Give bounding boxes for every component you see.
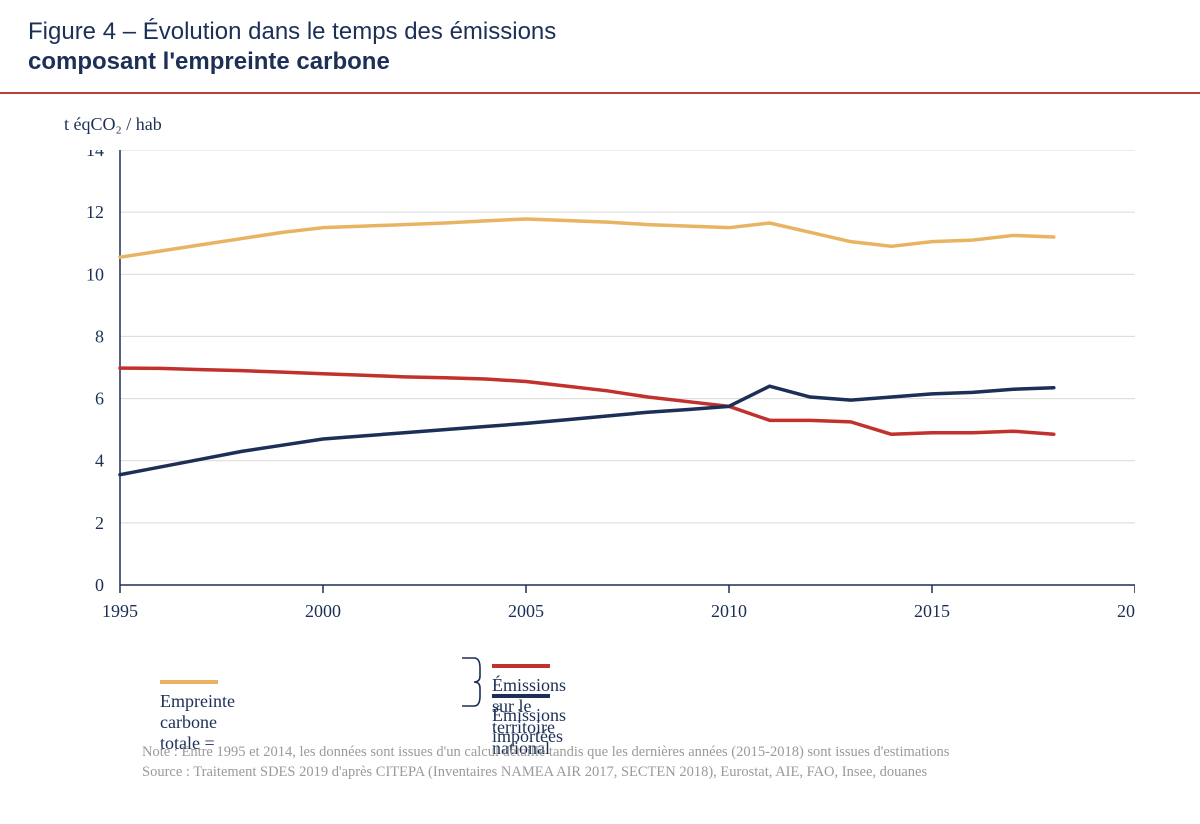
- series-imported-line: [120, 386, 1054, 475]
- source-line: Source : Traitement SDES 2019 d'après CI…: [142, 762, 1142, 782]
- y-tick-label: 14: [86, 150, 104, 160]
- chart-svg: 0 2 4 6 8 10 12 14 1995 2000 2005 2010 2015 2020: [60, 150, 1135, 635]
- legend-label-imported: Émissions importées: [492, 705, 566, 746]
- note-line: Note : Entre 1995 et 2014, les données s…: [142, 742, 1142, 762]
- x-tick-label: 2005: [508, 601, 544, 621]
- y-tick-label: 0: [95, 575, 104, 595]
- figure-notes: Note : Entre 1995 et 2014, les données s…: [142, 742, 1142, 783]
- legend-item-imported: Émissions importées: [492, 684, 566, 747]
- figure-title-line2: composant l'empreinte carbone: [28, 48, 1172, 76]
- x-tick-label: 2015: [914, 601, 950, 621]
- y-tick-label: 10: [86, 264, 104, 284]
- y-tick-label: 4: [95, 451, 104, 471]
- legend-bracket-icon: [460, 656, 484, 708]
- title-divider-rule: [0, 92, 1200, 94]
- legend-swatch-national: [492, 664, 550, 668]
- series-total-line: [120, 219, 1054, 257]
- y-tick-label: 8: [95, 326, 104, 346]
- chart-plot-area: 02468101214199520002005201020152020: [120, 150, 1135, 635]
- figure-container: Figure 4 – Évolution dans le temps des é…: [0, 0, 1200, 824]
- legend-swatch-imported: [492, 694, 550, 698]
- x-tick-label: 1995: [102, 601, 138, 621]
- y-tick-label: 6: [95, 389, 104, 409]
- figure-title: Figure 4 – Évolution dans le temps des é…: [28, 18, 1172, 76]
- x-tick-label: 2000: [305, 601, 341, 621]
- figure-title-line1: Figure 4 – Évolution dans le temps des é…: [28, 18, 1172, 46]
- y-axis-unit-label: t éqCO₂ / hab: [64, 114, 162, 135]
- x-tick-label: 2020: [1117, 601, 1135, 621]
- y-tick-label: 2: [95, 513, 104, 533]
- y-tick-label: 12: [86, 202, 104, 222]
- series-national-line: [120, 368, 1054, 434]
- legend-swatch-total: [160, 680, 218, 684]
- x-tick-label: 2010: [711, 601, 747, 621]
